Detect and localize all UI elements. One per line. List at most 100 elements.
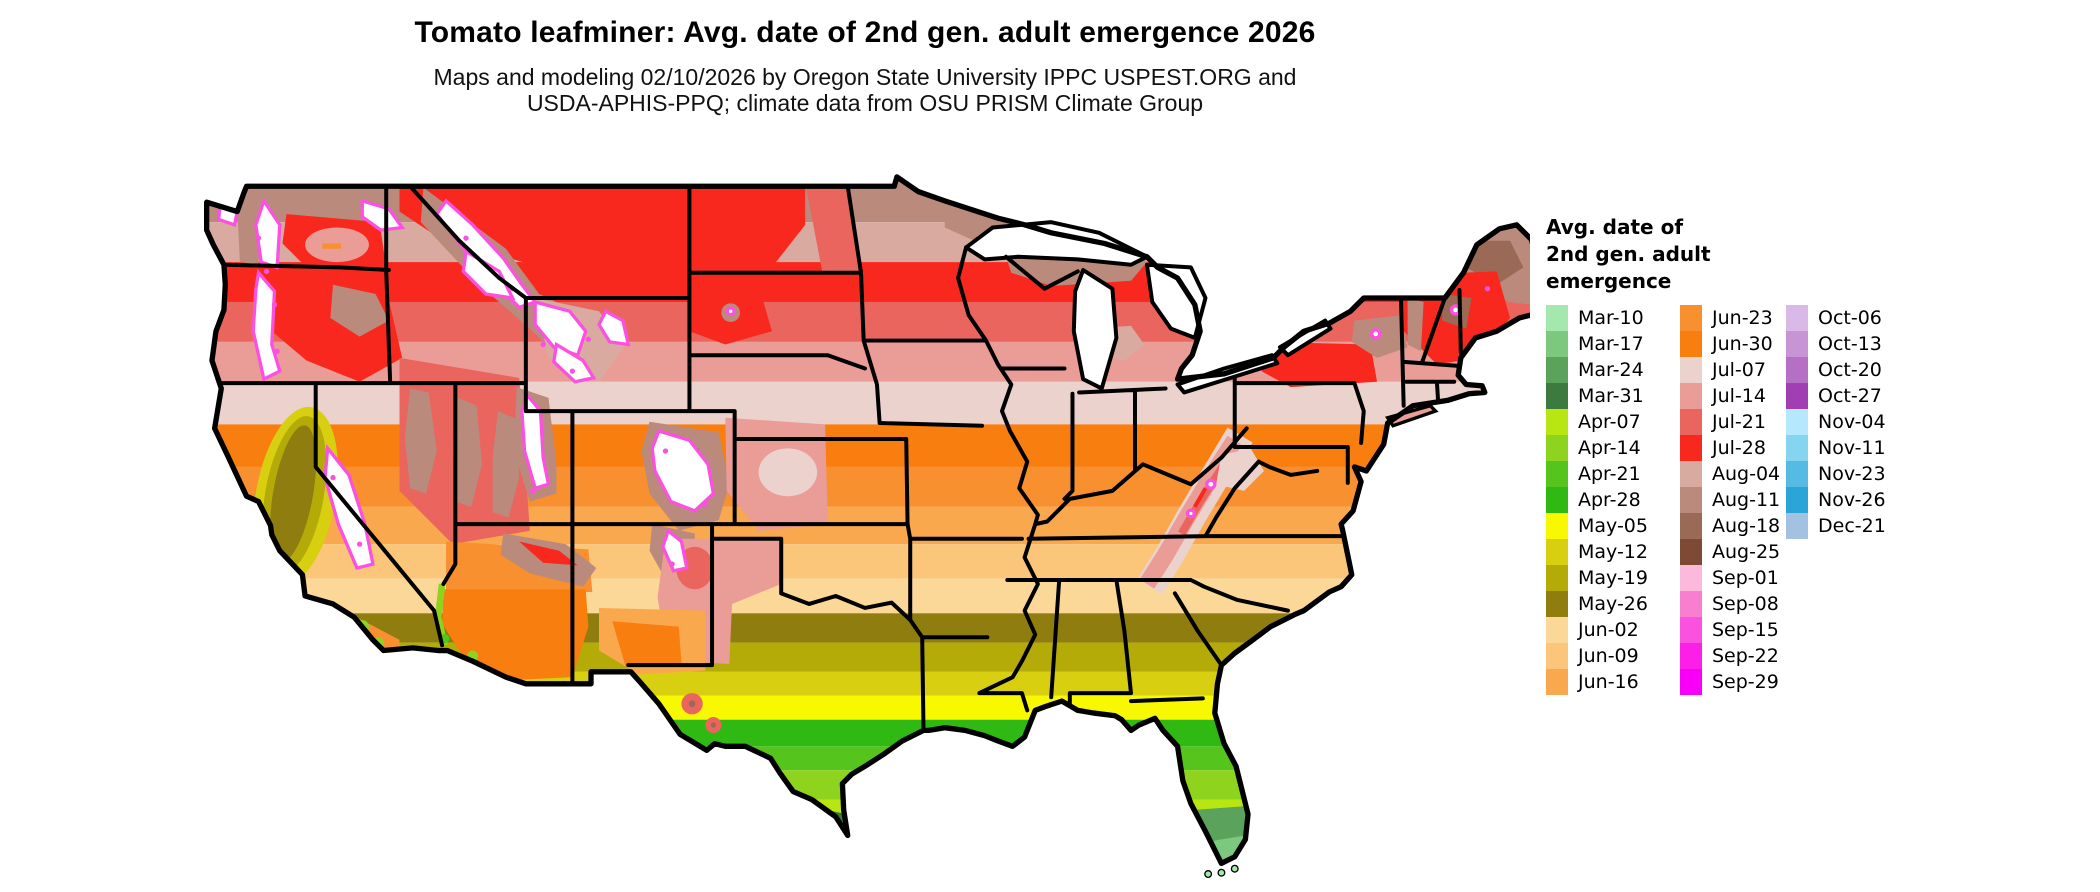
legend-swatch [1546,617,1568,643]
legend-label: Apr-07 [1578,411,1641,433]
legend-item: Oct-13 [1786,331,1886,357]
legend-item: Aug-18 [1680,513,1786,539]
legend-label: Nov-04 [1818,411,1886,433]
legend-item: May-05 [1546,513,1680,539]
legend-swatch [1546,435,1568,461]
legend-swatch [1680,357,1702,383]
legend-label: Nov-23 [1818,463,1886,485]
legend-label: Nov-11 [1818,437,1886,459]
us-map-svg [203,174,1530,879]
legend-item: Jun-23 [1680,305,1786,331]
legend-label: Oct-27 [1818,385,1882,407]
legend-label: Aug-11 [1712,489,1781,511]
legend-item: Sep-08 [1680,591,1786,617]
legend-item: May-12 [1546,539,1680,565]
legend-swatch [1546,487,1568,513]
legend-item: Jul-07 [1680,357,1786,383]
legend-item: Jun-09 [1546,643,1680,669]
map-date-bands [206,176,1530,864]
legend-item: Aug-04 [1680,461,1786,487]
legend-item: Sep-29 [1680,669,1786,695]
legend-item: Oct-06 [1786,305,1886,331]
legend-swatch [1786,383,1808,409]
legend-swatch [1680,461,1702,487]
legend-swatch [1786,409,1808,435]
legend-item: Mar-10 [1546,305,1680,331]
lake-michigan [1071,268,1119,391]
legend-item: Apr-21 [1546,461,1680,487]
legend-item: Nov-11 [1786,435,1886,461]
legend-swatch [1786,461,1808,487]
legend-swatch [1546,305,1568,331]
legend-item: Mar-24 [1546,357,1680,383]
legend-label: Aug-25 [1712,541,1781,563]
legend-swatch [1680,487,1702,513]
us-outline [203,174,1530,867]
legend-label: Jul-28 [1712,437,1766,459]
legend-label: Aug-04 [1712,463,1781,485]
legend-label: Oct-13 [1818,333,1882,355]
legend-swatch [1786,331,1808,357]
legend-label: Jun-30 [1712,333,1773,355]
state-borders [219,184,1463,733]
legend-label: Mar-31 [1578,385,1644,407]
map-fill-layer [206,176,1530,864]
legend-title-line-1: Avg. date of [1546,215,1684,239]
legend-label: Oct-20 [1818,359,1882,381]
legend-item: Nov-23 [1786,461,1886,487]
legend-swatch [1546,513,1568,539]
legend-label: May-19 [1578,567,1648,589]
legend-item: Oct-20 [1786,357,1886,383]
legend-swatch [1546,357,1568,383]
legend-swatch [1786,435,1808,461]
legend-label: Mar-10 [1578,307,1644,329]
legend-item: Jul-21 [1680,409,1786,435]
legend-swatch [1680,435,1702,461]
legend-label: May-26 [1578,593,1648,615]
legend-label: Mar-17 [1578,333,1644,355]
legend-swatch [1680,591,1702,617]
legend-swatch [1546,539,1568,565]
legend-label: Apr-28 [1578,489,1641,511]
legend-swatch [1680,305,1702,331]
legend-swatch [1680,669,1702,695]
legend-item: Aug-11 [1680,487,1786,513]
legend-title: Avg. date of 2nd gen. adult emergence [1546,214,1886,295]
legend-label: Nov-26 [1818,489,1886,511]
lake-huron [1144,262,1208,340]
legend-swatch [1546,409,1568,435]
legend-label: Jul-14 [1712,385,1766,407]
legend-item: Mar-31 [1546,383,1680,409]
legend-label: Mar-24 [1578,359,1644,381]
legend-swatch [1546,565,1568,591]
legend-swatch [1680,643,1702,669]
legend-swatch [1546,383,1568,409]
legend-label: Jun-23 [1712,307,1773,329]
subtitle-line-1: Maps and modeling 02/10/2026 by Oregon S… [433,64,1297,90]
legend-item: Sep-01 [1680,565,1786,591]
legend-item: Sep-15 [1680,617,1786,643]
legend-item: Jun-02 [1546,617,1680,643]
legend-swatch [1680,617,1702,643]
legend-label: Sep-01 [1712,567,1779,589]
legend-swatch [1786,305,1808,331]
map-legend: Avg. date of 2nd gen. adult emergence Ma… [1546,214,1886,695]
legend-label: May-05 [1578,515,1648,537]
legend-item: Sep-22 [1680,643,1786,669]
legend-swatch [1680,409,1702,435]
legend-label: Sep-15 [1712,619,1779,641]
legend-label: May-12 [1578,541,1648,563]
legend-label: Aug-18 [1712,515,1781,537]
legend-title-line-3: emergence [1546,269,1672,293]
legend-title-line-2: 2nd gen. adult [1546,242,1711,266]
legend-label: Sep-29 [1712,671,1779,693]
legend-item: Apr-14 [1546,435,1680,461]
legend-item: Apr-07 [1546,409,1680,435]
legend-item: May-26 [1546,591,1680,617]
legend-columns: Mar-10 Mar-17 Mar-24 Mar-31 Apr-07 Apr-14 Apr-… [1546,305,1886,695]
legend-item: Aug-25 [1680,539,1786,565]
legend-label: Jul-07 [1712,359,1766,381]
legend-swatch [1546,591,1568,617]
legend-swatch [1680,383,1702,409]
legend-swatch [1546,643,1568,669]
